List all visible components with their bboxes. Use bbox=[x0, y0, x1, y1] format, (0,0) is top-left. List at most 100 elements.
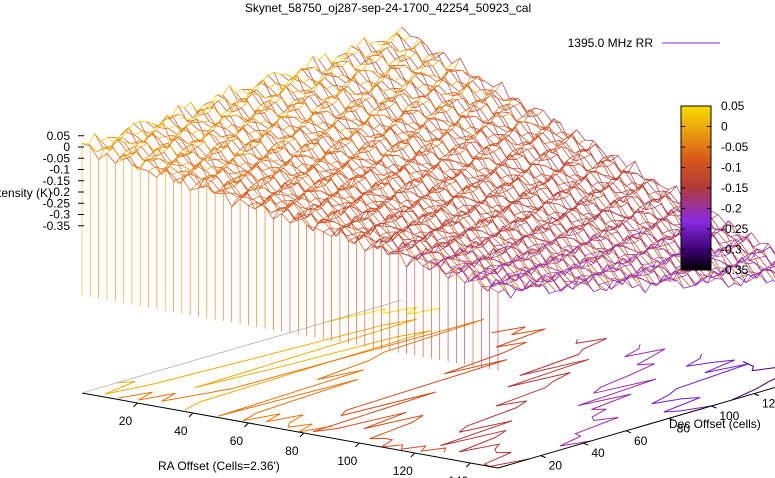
mesh-line bbox=[81, 26, 403, 145]
contour-line bbox=[325, 306, 441, 323]
x-tick-label: 20 bbox=[119, 414, 133, 428]
mesh-line bbox=[299, 69, 716, 284]
surface-mesh bbox=[81, 26, 775, 371]
y-tick-mark bbox=[668, 417, 674, 421]
z-tick-label: -0.25 bbox=[43, 196, 71, 210]
contour-line bbox=[559, 344, 666, 447]
z-tick-label: -0.1 bbox=[49, 163, 70, 177]
chart-title: Skynet_58750_oj287-sep-24-1700_42254_509… bbox=[245, 1, 531, 15]
z-axis: 0.050-0.05-0.1-0.15-0.2-0.25-0.3-0.35 bbox=[43, 129, 84, 233]
dec-axis-line bbox=[497, 386, 775, 469]
x-axis-label: RA Offset (Cells=2.36') bbox=[158, 459, 280, 473]
contour-line bbox=[118, 318, 485, 433]
mesh-line bbox=[106, 41, 428, 158]
colorbar-gradient bbox=[680, 105, 712, 271]
colorbar-tick-label: 0 bbox=[721, 120, 728, 134]
y-tick-label: 60 bbox=[634, 434, 648, 448]
mesh-line bbox=[156, 76, 477, 178]
mesh-line bbox=[115, 52, 436, 164]
y-axis-ticks: 20406080100120140 bbox=[540, 393, 775, 473]
mesh-line bbox=[132, 122, 550, 294]
contour-line bbox=[651, 353, 749, 413]
contour-line bbox=[440, 337, 608, 468]
mesh-line bbox=[139, 57, 461, 169]
y-tick-label: 120 bbox=[762, 397, 775, 411]
mesh-line bbox=[131, 59, 453, 171]
mesh-line bbox=[281, 143, 602, 221]
mesh-line bbox=[215, 107, 536, 195]
mesh-line bbox=[90, 31, 411, 153]
z-tick-label: 0.05 bbox=[47, 129, 71, 143]
colorbar-tick-label: -0.3 bbox=[721, 243, 742, 257]
colorbar-tick-label: -0.15 bbox=[721, 181, 749, 195]
z-tick-label: -0.05 bbox=[43, 151, 71, 165]
mesh-line bbox=[181, 81, 503, 180]
z-tick-label: -0.2 bbox=[49, 185, 70, 199]
mesh-line bbox=[239, 118, 561, 205]
y-tick-mark bbox=[711, 405, 717, 409]
mesh-line bbox=[123, 51, 444, 161]
z-tick-label: -0.3 bbox=[49, 208, 70, 222]
mesh-line bbox=[148, 69, 469, 176]
mesh-line bbox=[312, 56, 729, 288]
colorbar-tick-label: 0.05 bbox=[721, 99, 745, 113]
mesh-line bbox=[231, 121, 553, 208]
mesh-line bbox=[289, 153, 611, 224]
mesh-line bbox=[364, 195, 685, 252]
y-tick-mark bbox=[625, 430, 632, 434]
y-tick-mark bbox=[583, 442, 589, 446]
x-axis-ticks: 20 40 60 80 100 120 140 bbox=[119, 402, 471, 478]
back-edge-line bbox=[81, 299, 403, 394]
x-tick-mark bbox=[354, 442, 360, 448]
mesh-line bbox=[206, 102, 528, 194]
base-contours bbox=[104, 306, 775, 468]
colorbar-tick-label: -0.35 bbox=[721, 263, 749, 277]
colorbar: 0.05 0 -0.05 -0.1 -0.15 -0.2 -0.25 -0.3 -0.35 bbox=[680, 99, 749, 277]
x-tick-mark bbox=[133, 402, 138, 408]
x-tick-mark bbox=[299, 432, 305, 438]
y-tick-label: 100 bbox=[719, 409, 739, 423]
mesh-line bbox=[489, 268, 775, 292]
y-tick-mark bbox=[753, 393, 760, 397]
z-axis-label: Intensity (K) bbox=[0, 186, 52, 200]
x-tick-mark bbox=[188, 412, 194, 418]
contour-line bbox=[104, 318, 431, 411]
mesh-line bbox=[406, 219, 727, 268]
colorbar-tick-label: -0.1 bbox=[721, 161, 742, 175]
z-tick-label: -0.15 bbox=[43, 174, 71, 188]
colorbar-tick-label: -0.25 bbox=[721, 222, 749, 236]
mesh-line bbox=[314, 160, 636, 229]
x-tick-mark bbox=[244, 422, 249, 428]
mesh-line bbox=[126, 131, 543, 290]
mesh-line bbox=[339, 178, 661, 241]
z-tick-label: 0 bbox=[63, 140, 70, 154]
x-tick-mark bbox=[410, 452, 416, 458]
mesh-line bbox=[497, 271, 775, 299]
x-tick-mark bbox=[465, 462, 471, 468]
mesh-line bbox=[331, 176, 652, 237]
legend: 1395.0 MHz RR bbox=[568, 36, 720, 50]
z-tick-label: -0.35 bbox=[43, 219, 71, 233]
colorbar-tick-label: -0.05 bbox=[721, 140, 749, 154]
contour-line bbox=[312, 326, 546, 453]
y-tick-mark bbox=[540, 455, 546, 459]
ra-axis-line bbox=[81, 392, 499, 469]
y-tick-label: 20 bbox=[549, 459, 563, 473]
colorbar-ticks: 0.05 0 -0.05 -0.1 -0.15 -0.2 -0.25 -0.3 -0.35 bbox=[681, 99, 749, 277]
x-tick-label: 60 bbox=[230, 434, 244, 448]
mesh-line bbox=[456, 246, 775, 283]
legend-label: 1395.0 MHz RR bbox=[568, 36, 654, 50]
mesh-line bbox=[298, 154, 619, 224]
mesh-line bbox=[306, 159, 627, 232]
mesh-line bbox=[203, 101, 620, 290]
x-tick-label: 40 bbox=[174, 424, 188, 438]
x-tick-label: 140 bbox=[448, 474, 468, 478]
x-tick-label: 80 bbox=[285, 444, 299, 458]
mesh-line bbox=[164, 75, 486, 178]
mesh-line bbox=[381, 204, 702, 255]
mesh-line bbox=[173, 84, 494, 185]
colorbar-tick-label: -0.2 bbox=[721, 202, 742, 216]
y-tick-label: 80 bbox=[677, 421, 691, 435]
y-tick-label: 40 bbox=[591, 446, 605, 460]
